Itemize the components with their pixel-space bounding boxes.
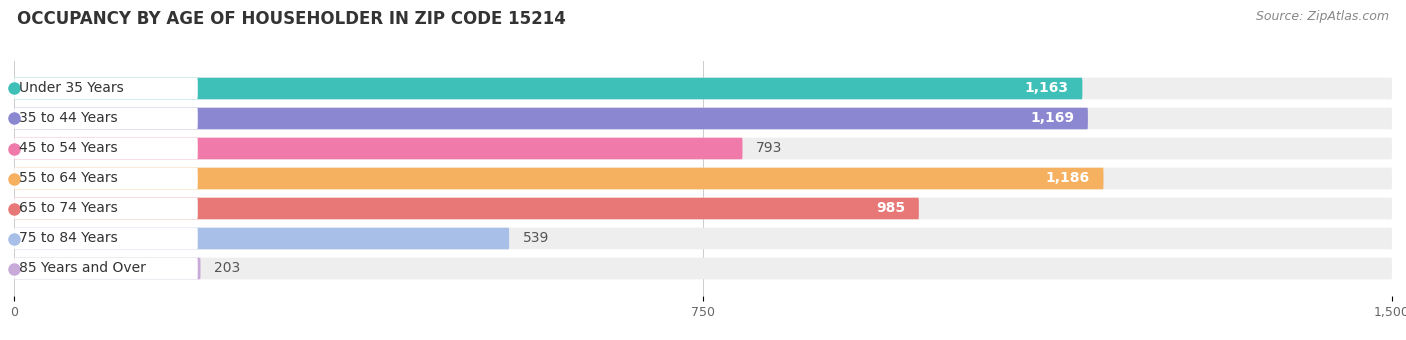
FancyBboxPatch shape — [14, 168, 198, 189]
FancyBboxPatch shape — [14, 228, 1392, 249]
Text: Source: ZipAtlas.com: Source: ZipAtlas.com — [1256, 10, 1389, 23]
FancyBboxPatch shape — [14, 198, 1392, 219]
Text: 985: 985 — [876, 202, 905, 216]
Text: 55 to 64 Years: 55 to 64 Years — [20, 171, 118, 186]
Text: OCCUPANCY BY AGE OF HOUSEHOLDER IN ZIP CODE 15214: OCCUPANCY BY AGE OF HOUSEHOLDER IN ZIP C… — [17, 10, 565, 28]
FancyBboxPatch shape — [14, 138, 1392, 159]
Text: 203: 203 — [214, 261, 240, 275]
Text: Under 35 Years: Under 35 Years — [20, 82, 124, 96]
FancyBboxPatch shape — [14, 228, 198, 249]
FancyBboxPatch shape — [14, 78, 1392, 99]
FancyBboxPatch shape — [14, 168, 1104, 189]
FancyBboxPatch shape — [14, 198, 198, 219]
FancyBboxPatch shape — [14, 198, 920, 219]
FancyBboxPatch shape — [14, 78, 1083, 99]
FancyBboxPatch shape — [14, 108, 1392, 129]
FancyBboxPatch shape — [14, 138, 742, 159]
Text: 85 Years and Over: 85 Years and Over — [20, 261, 146, 275]
FancyBboxPatch shape — [14, 168, 1392, 189]
Text: 65 to 74 Years: 65 to 74 Years — [20, 202, 118, 216]
FancyBboxPatch shape — [14, 258, 201, 279]
FancyBboxPatch shape — [14, 258, 198, 279]
FancyBboxPatch shape — [14, 108, 1088, 129]
FancyBboxPatch shape — [14, 108, 198, 129]
Text: 1,186: 1,186 — [1046, 171, 1090, 186]
FancyBboxPatch shape — [14, 228, 509, 249]
Text: 35 to 44 Years: 35 to 44 Years — [20, 112, 118, 125]
Text: 539: 539 — [523, 232, 550, 245]
FancyBboxPatch shape — [14, 78, 198, 99]
FancyBboxPatch shape — [14, 138, 198, 159]
Text: 1,163: 1,163 — [1025, 82, 1069, 96]
Text: 75 to 84 Years: 75 to 84 Years — [20, 232, 118, 245]
Text: 45 to 54 Years: 45 to 54 Years — [20, 141, 118, 155]
Text: 1,169: 1,169 — [1031, 112, 1074, 125]
Text: 793: 793 — [756, 141, 783, 155]
FancyBboxPatch shape — [14, 258, 1392, 279]
